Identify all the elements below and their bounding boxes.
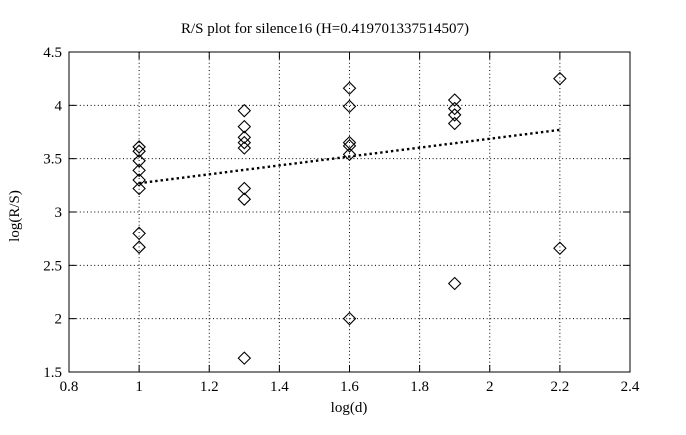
grid-layer xyxy=(69,52,630,372)
y-axis-label: log(R/S) xyxy=(7,190,23,242)
data-point-diamond xyxy=(237,351,252,365)
data-point-diamond xyxy=(237,181,252,196)
y-tick-label: 1.5 xyxy=(43,365,62,381)
data-point-diamond xyxy=(447,276,462,291)
y-tick-label: 4.5 xyxy=(43,45,62,61)
data-point-diamond xyxy=(132,181,146,196)
data-point-diamond xyxy=(132,240,146,254)
x-tick-label: 2.4 xyxy=(621,379,640,395)
data-layer xyxy=(132,71,567,365)
data-point-diamond xyxy=(237,130,252,145)
data-point-diamond xyxy=(132,154,146,168)
x-tick-label: 1.4 xyxy=(270,379,289,395)
chart-title: R/S plot for silence16 (H=0.419701337514… xyxy=(181,21,469,37)
axes-layer: 0.8 1 1.2 1.4 1.6 1.8 2 2.2 2.4 1.5 2 2.5 3 3.5 4 4.5 xyxy=(43,45,640,395)
data-point-diamond xyxy=(553,241,567,256)
data-point-diamond xyxy=(447,101,462,116)
x-tick-label: 1.6 xyxy=(340,379,359,395)
data-point-diamond xyxy=(132,173,146,187)
x-tick-label: 1.2 xyxy=(200,379,219,395)
y-tick-label: 2 xyxy=(55,312,63,328)
data-point-diamond xyxy=(447,116,462,131)
data-point-diamond xyxy=(237,119,252,134)
data-point-diamond xyxy=(342,147,357,162)
data-point-diamond xyxy=(342,139,357,153)
x-tick-label: 0.8 xyxy=(60,379,79,395)
data-point-diamond xyxy=(237,141,252,155)
data-point-diamond xyxy=(237,192,252,206)
data-point-diamond xyxy=(132,140,146,154)
data-point-diamond xyxy=(132,163,146,178)
y-tick-label: 4 xyxy=(55,98,63,114)
hurst-fit-line xyxy=(138,128,561,185)
data-point-diamond xyxy=(342,311,357,326)
x-tick-label: 2.2 xyxy=(551,379,570,395)
x-tick-label: 2 xyxy=(486,379,494,395)
data-point-diamond xyxy=(553,71,567,86)
data-point-diamond xyxy=(132,226,146,241)
data-point-diamond xyxy=(342,99,357,114)
data-point-diamond xyxy=(342,81,357,96)
y-tick-label: 3 xyxy=(55,205,63,221)
x-tick-label: 1 xyxy=(135,379,143,395)
data-point-diamond xyxy=(237,135,252,150)
data-point-diamond xyxy=(447,93,462,107)
x-tick-label: 1.8 xyxy=(410,379,429,395)
y-tick-label: 2.5 xyxy=(43,258,62,274)
data-point-diamond xyxy=(447,108,462,122)
y-tick-label: 3.5 xyxy=(43,152,62,168)
data-point-diamond xyxy=(132,144,146,158)
data-point-diamond xyxy=(237,103,252,118)
x-axis-label: log(d) xyxy=(331,400,368,416)
